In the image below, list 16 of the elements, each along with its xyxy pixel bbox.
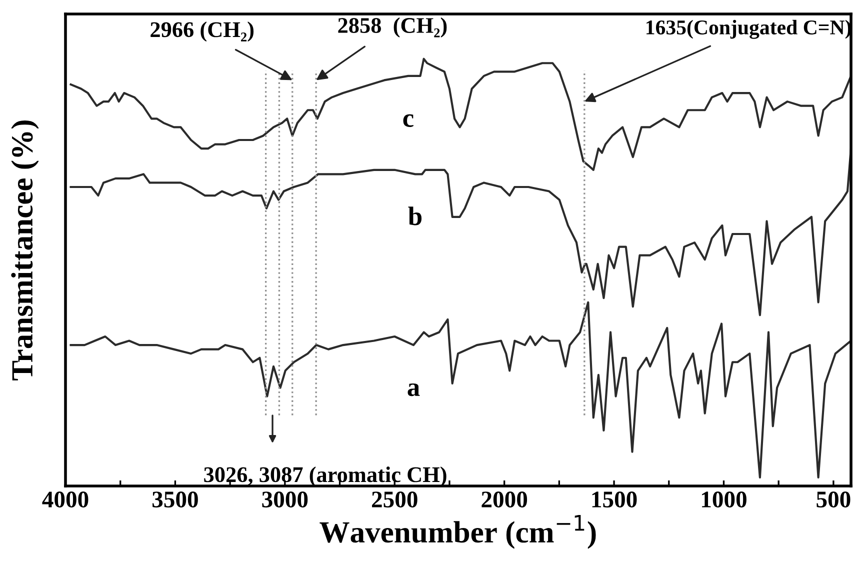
x-tick-label: 3000 bbox=[262, 492, 308, 508]
series-label: a bbox=[408, 383, 420, 396]
x-tick-label: 4000 bbox=[42, 492, 88, 508]
x-axis-title: Wavenumber (cm$^{−1}$) bbox=[320, 515, 596, 549]
x-tick-label: 2000 bbox=[482, 492, 528, 508]
annotation: 2858 (CH₂) bbox=[338, 17, 447, 38]
x-tick-label: 2500 bbox=[372, 492, 418, 508]
x-tick-label: 3500 bbox=[152, 492, 198, 508]
series-label: c bbox=[403, 114, 414, 127]
series-label: b bbox=[408, 206, 422, 226]
annotation: 2966 (CH₂) bbox=[150, 22, 254, 42]
annotation: 3026, 3087 (aromatic CH) bbox=[204, 466, 446, 487]
x-tick-label: 500 bbox=[816, 492, 850, 508]
y-axis-title: Transmittancee (%) bbox=[11, 120, 39, 380]
x-tick-label: 1000 bbox=[702, 492, 746, 508]
x-tick-label: 1500 bbox=[592, 492, 637, 508]
